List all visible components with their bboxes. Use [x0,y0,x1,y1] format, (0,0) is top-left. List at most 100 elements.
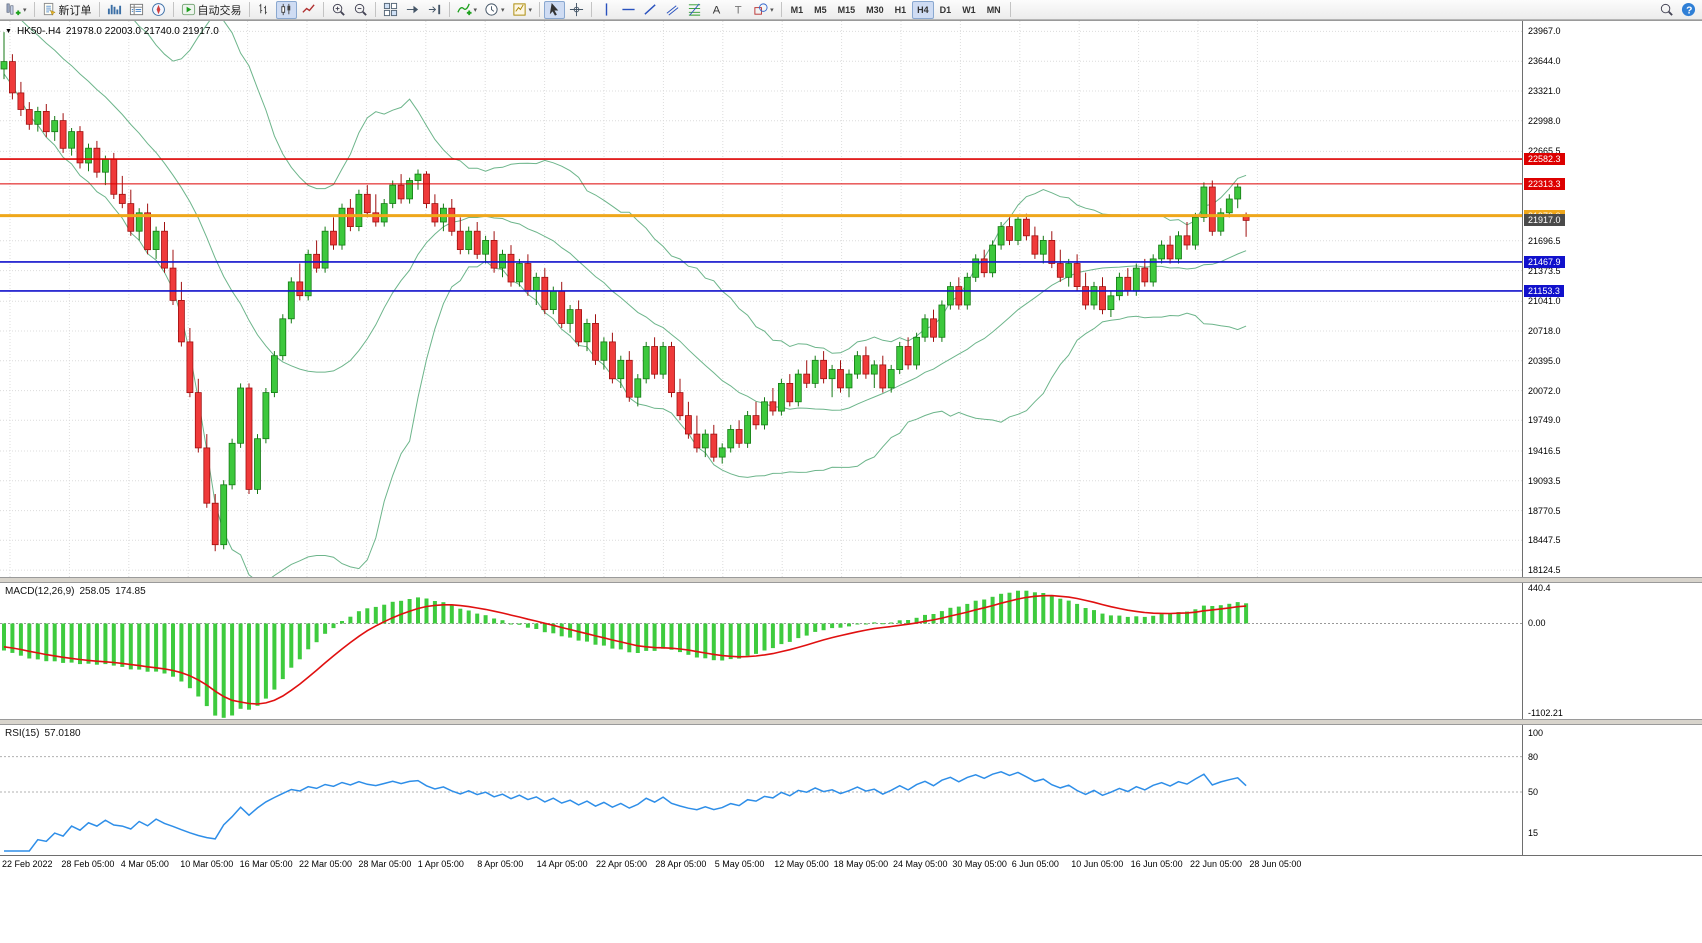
toolbar-separator [172,2,174,17]
time-axis-label: 4 Mar 05:00 [120,859,169,869]
text-button[interactable]: A [706,1,727,19]
time-axis-label: 28 Jun 05:00 [1249,859,1302,869]
time-axis-label: 14 Apr 05:00 [536,859,588,869]
rsi-panel: RSI(15) 57.0180 100 80 50 15 [0,725,1702,855]
trading-terminal: ▾ 新订单 自动交易 ▾ ▾ ▾ A T ▾ M1 M5 M15 M30 H1 H4 D1 W1 MN? ▼ HK… [0,0,1702,872]
symbol-ohlc-label: ▼ HK50-.H4 21978.0 22003.0 21740.0 21917… [5,26,219,37]
macd-axis[interactable]: 440.4 0.00 -1102.21 [1522,583,1702,719]
line-type-icon [301,2,316,17]
tf-mn-button[interactable]: MN [986,4,1001,15]
fibonacci-icon [687,2,702,17]
axis-tick-label: 19749.0 [1528,415,1561,426]
bars-type-icon [257,2,272,17]
toolbar-separator [374,2,376,17]
autotrading-button[interactable]: 自动交易 [178,1,245,19]
chevron-down-icon[interactable]: ▼ [5,28,12,35]
toolbar-separator [539,2,541,17]
time-axis-label: 28 Apr 05:00 [655,859,707,869]
zoom-out-button[interactable] [350,1,371,19]
chart-bars-button[interactable] [254,1,275,19]
autotrading-icon [181,2,196,17]
zoom-in-icon [331,2,346,17]
tile-windows-icon [383,2,398,17]
tf-h1-button[interactable]: H1 [894,4,907,15]
axis-tick-label: -1102.21 [1528,707,1563,718]
shapes-icon [753,2,768,17]
chart-line-button[interactable] [298,1,319,19]
level-price-badge: 21467.9 [1524,255,1565,268]
channel-icon [665,2,680,17]
macd-main-value: 258.05 [79,586,111,597]
tf-d1-button[interactable]: D1 [939,4,952,15]
navigator-button[interactable] [148,1,169,19]
market-watch-button[interactable] [104,1,125,19]
new-order-icon [42,2,57,17]
axis-tick-label: 21373.5 [1528,265,1561,276]
rsi-chart-canvas[interactable] [0,725,1522,855]
trendline-button[interactable] [640,1,661,19]
channel-button[interactable] [662,1,683,19]
indicators-button[interactable]: ▾ [454,1,481,19]
axis-tick-label: 21041.0 [1528,296,1561,307]
tf-w1-button[interactable]: W1 [962,4,976,15]
auto-scroll-icon [405,2,420,17]
time-axis-label: 5 May 05:00 [714,859,765,869]
svg-text:T: T [735,4,742,16]
periods-button[interactable]: ▾ [481,1,508,19]
axis-tick-label: 0.00 [1528,618,1546,629]
tf-m1-button[interactable]: M1 [790,4,804,15]
cursor-button[interactable] [544,0,566,19]
fibonacci-button[interactable] [684,1,705,19]
tf-h4-button[interactable]: H4 [912,0,934,19]
time-axis-label: 28 Mar 05:00 [358,859,412,869]
new-chart-button[interactable]: ▾ [3,1,30,19]
chart-candles-button[interactable] [275,0,297,19]
shapes-button[interactable]: ▾ [750,1,777,19]
macd-panel: MACD(12,26,9) 258.05 174.85 440.4 0.00 -11… [0,583,1702,719]
time-axis-label: 16 Jun 05:00 [1130,859,1183,869]
zoom-in-button[interactable] [328,1,349,19]
time-axis-label: 22 Jun 05:00 [1190,859,1243,869]
rsi-axis[interactable]: 100 80 50 15 [1522,725,1702,855]
axis-tick-label: 440.4 [1528,582,1551,593]
horizontal-line-button[interactable] [618,1,639,19]
search-icon [1659,2,1674,17]
data-window-button[interactable] [126,1,147,19]
search-button[interactable] [1656,1,1677,19]
axis-tick-label: 23321.0 [1528,85,1561,96]
macd-chart-canvas[interactable] [0,583,1522,719]
label-button[interactable]: T [728,1,749,19]
panel-separator[interactable] [0,577,1702,583]
crosshair-button[interactable] [566,1,587,19]
time-axis[interactable]: 22 Feb 2022 28 Feb 05:00 4 Mar 05:00 10 Mar… [0,855,1702,872]
vertical-line-button[interactable] [596,1,617,19]
chevron-down-icon: ▾ [770,6,774,14]
axis-tick-label: 18124.5 [1528,565,1561,576]
chart-shift-button[interactable] [424,1,445,19]
ohlc-values: 21978.0 22003.0 21740.0 21917.0 [65,26,219,37]
rsi-value: 57.0180 [44,728,81,739]
cursor-icon [547,2,562,17]
level-price-badge: 21153.3 [1524,284,1564,297]
time-axis-label: 22 Apr 05:00 [596,859,648,869]
new-order-button[interactable]: 新订单 [39,1,95,19]
symbol-name: HK50-.H4 [16,26,61,37]
price-axis[interactable]: 23967.0 23644.0 23321.0 22998.0 22665.5 21696… [1522,21,1702,577]
periods-icon [484,2,499,17]
chart-plus-icon [6,2,21,17]
tf-m30-button[interactable]: M30 [866,4,884,15]
market-watch-icon [107,2,122,17]
chart-workspace: ▼ HK50-.H4 21978.0 22003.0 21740.0 21917… [0,20,1702,872]
auto-scroll-button[interactable] [402,1,423,19]
toolbar-separator [98,2,100,17]
level-price-badge: 22313.3 [1524,177,1565,190]
templates-button[interactable]: ▾ [509,1,536,19]
tile-windows-button[interactable] [380,1,401,19]
help-button[interactable]: ? [1678,1,1699,19]
tf-m5-button[interactable]: M5 [814,4,827,15]
price-chart-canvas[interactable] [0,21,1522,577]
time-axis-label: 24 May 05:00 [893,859,948,869]
panel-separator[interactable] [0,719,1702,725]
tf-m15-button[interactable]: M15 [837,4,856,15]
axis-tick-label: 50 [1528,787,1539,797]
